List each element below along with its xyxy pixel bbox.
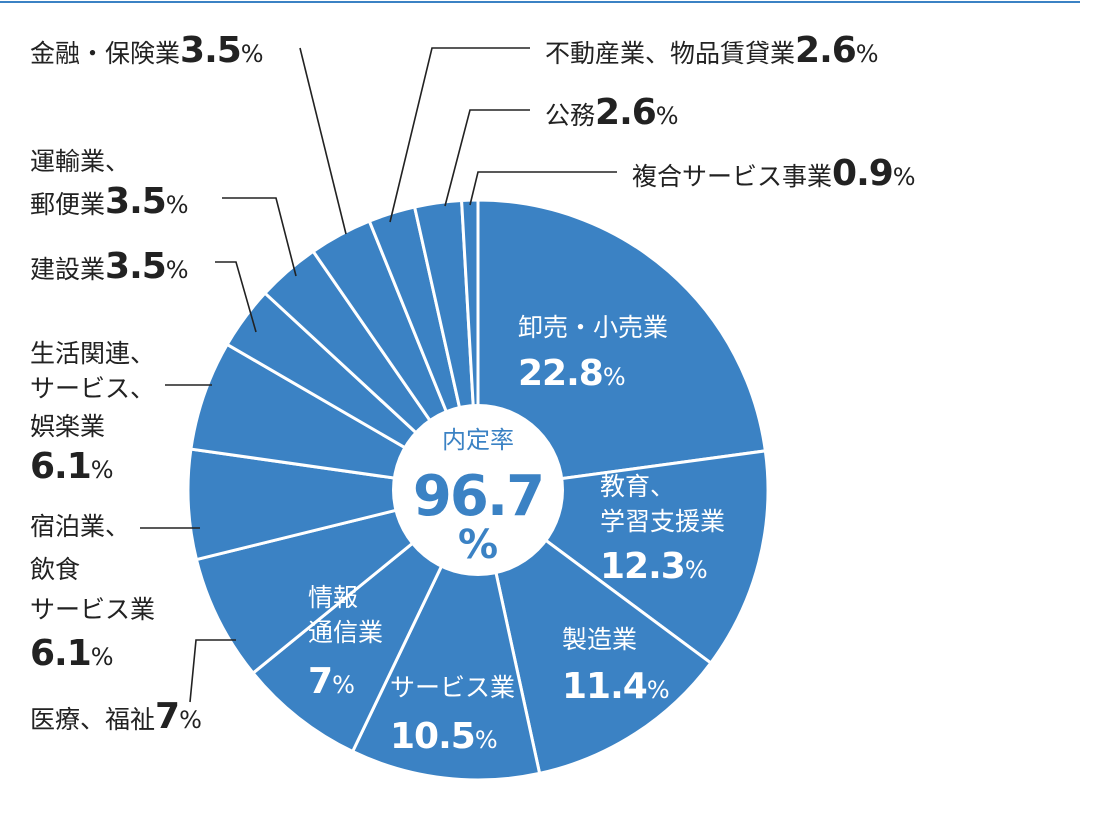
- slice-name: 生活関連、: [30, 339, 155, 368]
- slice-name: 運輸業、: [30, 147, 130, 176]
- slice-name: 飲食: [30, 555, 80, 584]
- slice-label: サービス業: [390, 673, 515, 702]
- slice-name: 不動産業、物品賃貸業: [545, 39, 795, 68]
- slice-label: サービス業: [30, 595, 155, 624]
- slice-label: 娯楽業: [30, 412, 105, 441]
- slice-name: サービス、: [30, 374, 155, 403]
- slice-unit: %: [332, 671, 355, 699]
- slice-unit: %: [179, 706, 202, 734]
- slice-unit: %: [475, 726, 498, 754]
- leader-line: [299, 47, 347, 235]
- slice-unit: %: [166, 256, 189, 284]
- slice-value: 2.6: [595, 92, 656, 133]
- slice-name: サービス業: [30, 595, 155, 624]
- slice-unit: %: [91, 643, 114, 671]
- slice-value: 2.6: [795, 30, 856, 71]
- slice-label: 情報: [308, 583, 358, 612]
- slice-label: 生活関連、: [30, 339, 155, 368]
- slice-label: 運輸業、: [30, 147, 130, 176]
- pie-slice: [250, 488, 480, 754]
- slice-name: サービス業: [390, 673, 515, 702]
- slice-name: 建設業: [30, 255, 105, 284]
- slice-value: 11.4: [562, 666, 647, 707]
- slice-label: 製造業: [562, 625, 637, 654]
- center-label: 内定率: [442, 426, 514, 454]
- slice-value-label: 7%: [308, 661, 355, 702]
- slice-label: 不動産業、物品賃貸業2.6%: [545, 30, 879, 71]
- slice-unit: %: [241, 40, 264, 68]
- slice-value: 22.8: [518, 353, 603, 394]
- slice-label: 教育、: [600, 472, 675, 501]
- slice-label: 学習支援業: [600, 507, 725, 536]
- slice-unit: %: [91, 456, 114, 484]
- slice-unit: %: [656, 102, 679, 130]
- slice-value-label: 6.1%: [30, 446, 114, 487]
- slice-value-label: 6.1%: [30, 633, 114, 674]
- slice-label: 飲食: [30, 555, 80, 584]
- slice-value: 3.5: [180, 30, 241, 71]
- slice-label: 卸売・小売業: [518, 313, 668, 342]
- leader-line: [444, 109, 530, 207]
- slice-unit: %: [603, 363, 626, 391]
- pie-slice: [475, 486, 713, 776]
- slice-unit: %: [893, 163, 916, 191]
- slice-name: 宿泊業、: [30, 512, 130, 541]
- slice-value-label: 12.3%: [600, 546, 708, 587]
- slice-value-label: 10.5%: [390, 716, 498, 757]
- pie-slice: [476, 198, 768, 492]
- slice-label: 複合サービス事業0.9%: [632, 153, 916, 194]
- slice-name: 製造業: [562, 625, 637, 654]
- leader-line: [222, 197, 297, 277]
- slice-name: 金融・保険業: [30, 39, 180, 68]
- slice-label: 郵便業3.5%: [30, 181, 189, 222]
- slice-name: 通信業: [308, 618, 383, 647]
- leader-line: [215, 261, 257, 333]
- center-unit: %: [458, 522, 498, 568]
- slice-value: 3.5: [105, 181, 166, 222]
- slice-value: 7: [308, 661, 332, 702]
- slice-name: 娯楽業: [30, 412, 105, 441]
- slice-value: 3.5: [105, 246, 166, 287]
- center-value: 96.7: [413, 464, 543, 529]
- slice-value: 10.5: [390, 716, 475, 757]
- leader-line: [389, 47, 530, 223]
- slice-name: 公務: [545, 101, 595, 130]
- slice-name: 教育、: [600, 472, 675, 501]
- slice-name: 情報: [308, 583, 358, 612]
- slice-label: 公務2.6%: [545, 92, 679, 133]
- slice-name: 複合サービス事業: [632, 162, 832, 191]
- slice-value-label: 11.4%: [562, 666, 670, 707]
- center-hole: [392, 404, 564, 576]
- slice-value: 12.3: [600, 546, 685, 587]
- slice-label: サービス、: [30, 374, 155, 403]
- slice-unit: %: [166, 191, 189, 219]
- slice-value: 6.1: [30, 633, 91, 674]
- slice-unit: %: [856, 40, 879, 68]
- slice-unit: %: [685, 556, 708, 584]
- slice-value-label: 22.8%: [518, 353, 626, 394]
- slice-value: 6.1: [30, 446, 91, 487]
- slice-value: 7: [155, 696, 179, 737]
- slice-label: 金融・保険業3.5%: [30, 30, 264, 71]
- slice-label: 宿泊業、: [30, 512, 130, 541]
- slice-label: 通信業: [308, 618, 383, 647]
- leader-line: [189, 639, 236, 703]
- slice-name: 医療、福祉: [30, 705, 155, 734]
- slice-label: 建設業3.5%: [30, 246, 189, 287]
- slice-name: 郵便業: [30, 190, 105, 219]
- slice-value: 0.9: [832, 153, 893, 194]
- slice-name: 学習支援業: [600, 507, 725, 536]
- slice-unit: %: [647, 676, 670, 704]
- slice-label: 医療、福祉7%: [30, 696, 202, 737]
- slice-name: 卸売・小売業: [518, 313, 668, 342]
- leader-line: [469, 171, 617, 206]
